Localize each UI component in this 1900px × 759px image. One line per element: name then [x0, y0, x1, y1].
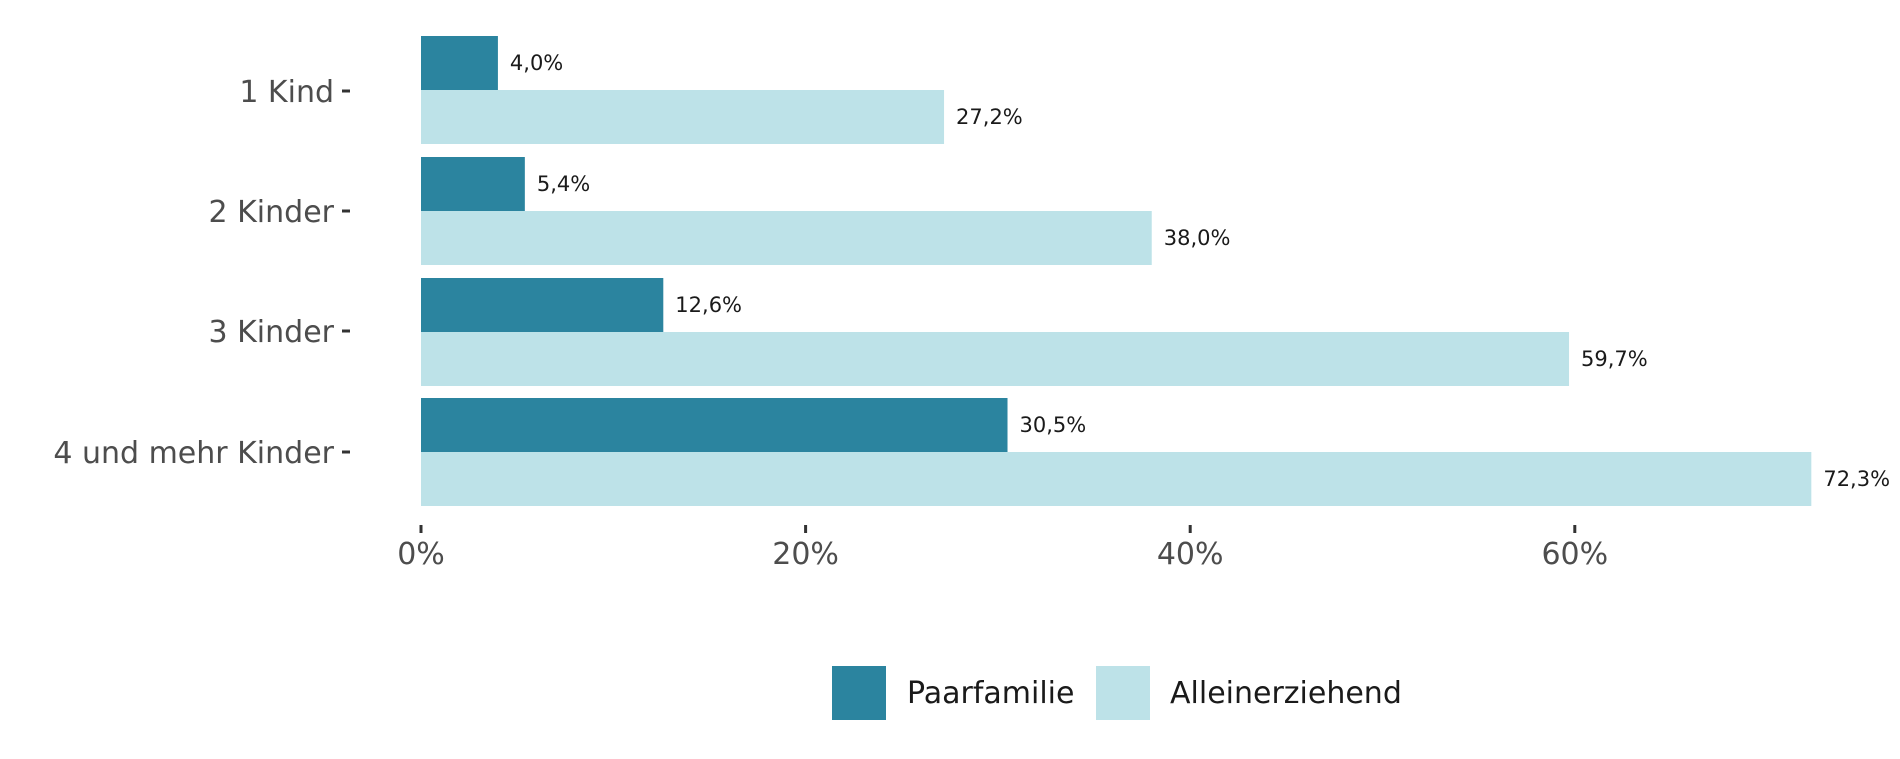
data-label-alleinerziehend-2: 38,0% [1164, 226, 1231, 250]
data-label-paarfamilie-1: 4,0% [510, 51, 563, 75]
bar-paarfamilie-2 [421, 157, 525, 211]
bar-alleinerziehend-3 [421, 332, 1570, 386]
data-label-paarfamilie-3: 12,6% [675, 293, 742, 317]
legend-swatch-paarfamilie [832, 666, 886, 720]
bar-alleinerziehend-1 [421, 90, 945, 144]
category-label-2: 2 Kinder [209, 195, 335, 230]
data-label-paarfamilie-2: 5,4% [537, 172, 590, 196]
legend-label-paarfamilie: Paarfamilie [907, 676, 1074, 711]
bar-paarfamilie-3 [421, 278, 664, 332]
legend-label-alleinerziehend: Alleinerziehend [1170, 676, 1402, 711]
category-label-3: 3 Kinder [209, 315, 335, 350]
bar-paarfamilie-4 [421, 398, 1008, 452]
x-axis: 0% 20% 40% 60% [397, 525, 1608, 572]
bars-layer [421, 36, 1812, 506]
data-label-alleinerziehend-4: 72,3% [1823, 467, 1890, 491]
bar-alleinerziehend-4 [421, 452, 1812, 506]
x-tick-label-1: 0% [397, 537, 445, 572]
data-label-paarfamilie-4: 30,5% [1020, 413, 1087, 437]
y-axis: 1 Kind 2 Kinder 3 Kinder 4 und mehr Kinder [53, 75, 350, 471]
x-tick-label-4: 60% [1541, 537, 1608, 572]
data-label-alleinerziehend-1: 27,2% [956, 105, 1023, 129]
bar-alleinerziehend-2 [421, 211, 1152, 265]
category-label-1: 1 Kind [239, 75, 334, 110]
legend: Paarfamilie Alleinerziehend [832, 666, 1402, 720]
data-label-alleinerziehend-3: 59,7% [1581, 347, 1648, 371]
legend-swatch-alleinerziehend [1096, 666, 1150, 720]
x-tick-label-2: 20% [772, 537, 839, 572]
category-label-4: 4 und mehr Kinder [53, 436, 334, 471]
bar-paarfamilie-1 [421, 36, 498, 90]
x-tick-label-3: 40% [1157, 537, 1224, 572]
data-labels-layer: 4,0% 27,2% 5,4% 38,0% 12,6% 59,7% 30,5% 72,3% [510, 51, 1890, 491]
